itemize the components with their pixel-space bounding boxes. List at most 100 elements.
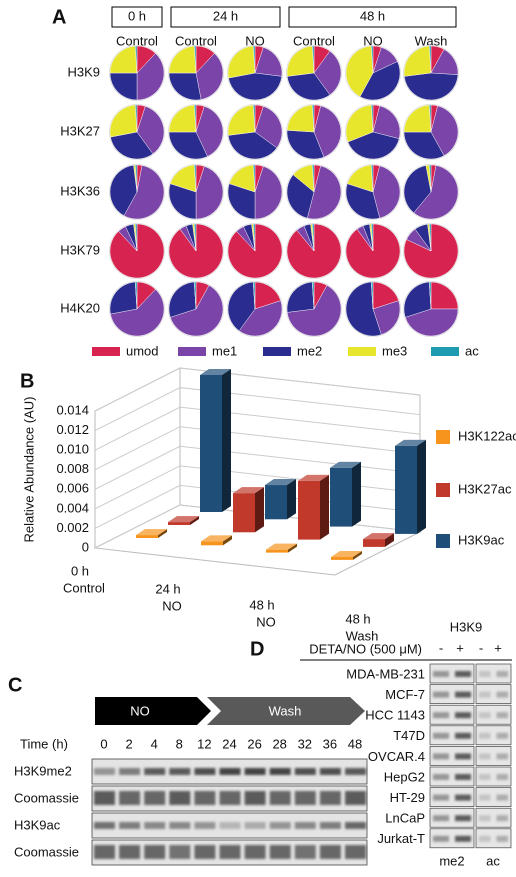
bar-side-shade bbox=[158, 529, 167, 538]
blot-band bbox=[244, 845, 266, 859]
sign: + bbox=[494, 640, 502, 655]
cell-line-label: HepG2 bbox=[384, 769, 425, 784]
blot-band bbox=[269, 768, 291, 775]
blot-band bbox=[269, 845, 291, 859]
blot-band bbox=[244, 822, 266, 829]
bar-top-shade bbox=[168, 516, 199, 523]
legend-swatch bbox=[436, 534, 450, 548]
panel-label: C bbox=[8, 674, 22, 696]
group-box bbox=[288, 6, 457, 28]
column-label: Control bbox=[175, 33, 217, 48]
legend-label: H3K27ac bbox=[458, 481, 512, 496]
blot-band bbox=[479, 732, 491, 739]
cell-line-label: LnCaP bbox=[385, 811, 425, 826]
bar-side-shade bbox=[223, 535, 232, 546]
bar-side-shade bbox=[222, 369, 231, 512]
x-tick-label: 48 h bbox=[345, 611, 370, 626]
arrow-no bbox=[95, 697, 211, 725]
pie-slice bbox=[195, 106, 224, 157]
y-tick-label: 0.012 bbox=[56, 422, 89, 437]
blot-band bbox=[496, 712, 508, 719]
panel-label: A bbox=[52, 6, 66, 28]
pie-slice bbox=[168, 281, 197, 318]
blot-band bbox=[496, 753, 508, 760]
sign: - bbox=[439, 640, 443, 655]
pie-slice bbox=[371, 104, 374, 133]
blot-band bbox=[455, 774, 471, 780]
bar bbox=[168, 516, 199, 525]
blot-band bbox=[119, 791, 141, 805]
blot-band bbox=[169, 768, 191, 775]
pie-slice bbox=[227, 104, 256, 136]
time-value: 48 bbox=[348, 736, 362, 751]
bar-side bbox=[255, 487, 264, 533]
blot-band bbox=[479, 835, 491, 842]
blot-band bbox=[269, 822, 291, 829]
pie-slice bbox=[286, 72, 331, 101]
bar-side bbox=[190, 516, 199, 525]
pie-slice bbox=[430, 281, 459, 310]
y-tick-label: 0.002 bbox=[56, 520, 89, 535]
legend-label: me3 bbox=[382, 343, 407, 358]
legend-label: me1 bbox=[212, 343, 237, 358]
bar-side-shade bbox=[353, 550, 362, 560]
blot-band bbox=[433, 671, 449, 677]
pie-slice bbox=[109, 104, 138, 138]
bar bbox=[136, 529, 167, 538]
bar-top bbox=[168, 516, 199, 523]
pie-slice bbox=[109, 45, 138, 74]
pie-slice bbox=[345, 45, 374, 97]
pie-slice bbox=[194, 223, 197, 252]
x-tick-sublabel: NO bbox=[162, 598, 182, 613]
blot-band bbox=[244, 768, 266, 775]
pie-slice bbox=[403, 104, 432, 133]
pie-slice bbox=[168, 104, 197, 133]
pie-slice bbox=[253, 45, 256, 74]
bar-side bbox=[158, 529, 167, 538]
blot-band bbox=[194, 822, 216, 829]
bar-side bbox=[352, 461, 361, 527]
y-tick-label: 0.004 bbox=[56, 500, 89, 515]
blot-band bbox=[319, 845, 341, 859]
group-label: 48 h bbox=[360, 8, 385, 23]
blot-band bbox=[496, 835, 508, 842]
pie-slice bbox=[403, 45, 432, 77]
pie-slice bbox=[194, 164, 197, 193]
blot-band bbox=[496, 691, 508, 698]
pie-slice bbox=[286, 285, 342, 337]
bar-top bbox=[331, 550, 362, 557]
blot-band bbox=[169, 791, 191, 805]
pie-slice bbox=[403, 281, 432, 318]
pie-slice bbox=[429, 281, 432, 310]
pie-slice bbox=[429, 164, 432, 193]
pie-slice bbox=[227, 45, 256, 79]
pie-slice bbox=[170, 285, 224, 337]
blot bbox=[475, 725, 512, 746]
cell-line-label: MDA-MB-231 bbox=[346, 666, 425, 681]
blot-band bbox=[455, 691, 471, 698]
blot-band bbox=[169, 845, 191, 859]
arrow-label: NO bbox=[130, 703, 150, 718]
pie-slice bbox=[253, 164, 256, 193]
legend-swatch bbox=[92, 347, 120, 356]
blot-band bbox=[433, 815, 449, 822]
time-value: 12 bbox=[197, 736, 211, 751]
blot-band bbox=[144, 822, 166, 829]
bar-top-shade bbox=[395, 439, 426, 446]
x-tick-sublabel: Wash bbox=[346, 628, 379, 643]
blot bbox=[429, 746, 475, 766]
blot-band bbox=[319, 791, 341, 805]
bar-top bbox=[233, 487, 264, 494]
blot-band bbox=[345, 791, 366, 805]
pie-slice bbox=[286, 104, 315, 133]
blot-band bbox=[345, 845, 366, 859]
cell-line-label: T47D bbox=[393, 728, 425, 743]
grid-line bbox=[94, 367, 421, 412]
blot-band bbox=[194, 845, 216, 859]
time-value: 28 bbox=[272, 736, 286, 751]
row-label: H3K79 bbox=[60, 242, 100, 257]
blot bbox=[475, 684, 512, 704]
bar bbox=[298, 474, 329, 540]
bar bbox=[331, 550, 362, 560]
bar-front bbox=[266, 549, 288, 553]
